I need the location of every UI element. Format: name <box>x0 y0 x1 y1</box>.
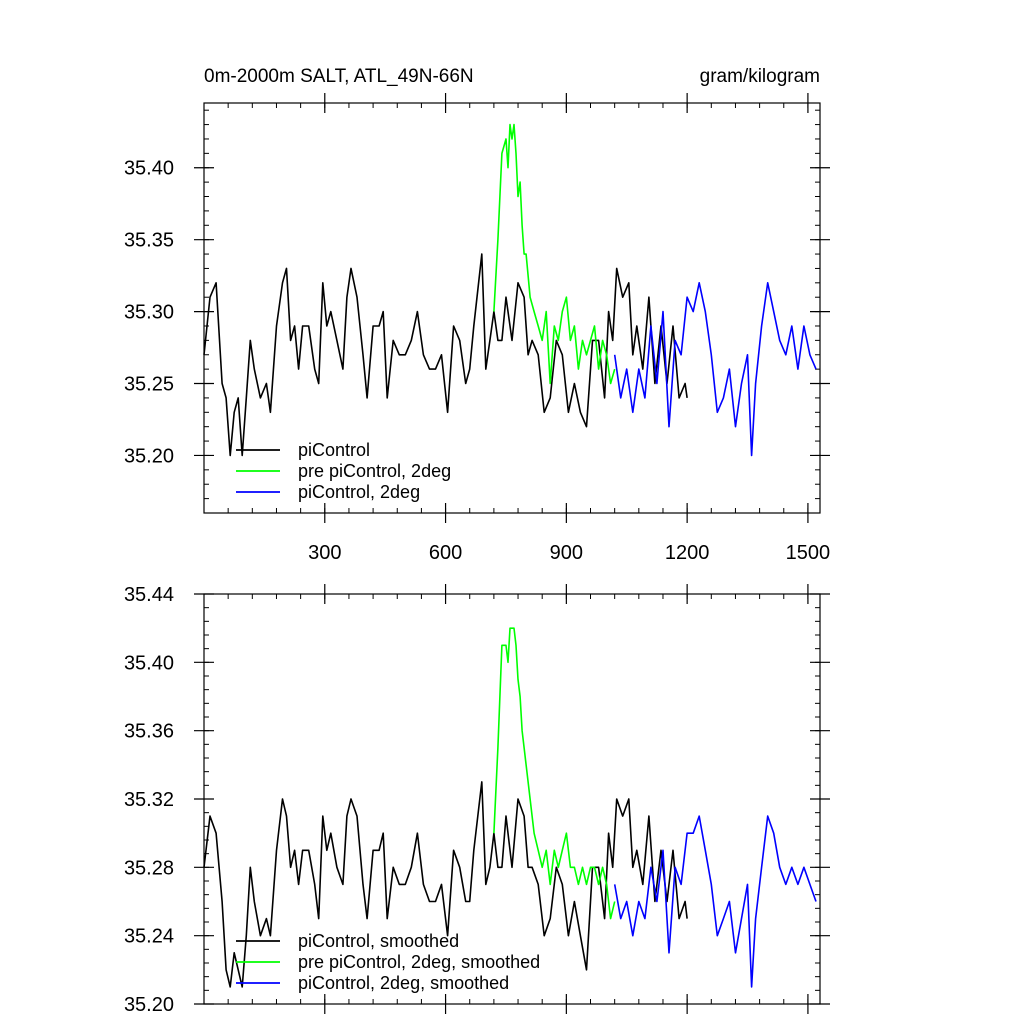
y-tick-label: 35.36 <box>124 721 174 743</box>
y-tick-label: 35.35 <box>124 230 174 252</box>
top-panel: 0m-2000m SALT, ATL_49N-66N gram/kilogram… <box>124 66 830 564</box>
x-tick-label: 1500 <box>786 542 831 564</box>
y-tick-label: 35.30 <box>124 302 174 324</box>
y-tick-label: 35.25 <box>124 374 174 396</box>
top-title-right: gram/kilogram <box>700 66 820 87</box>
x-tick-label: 900 <box>550 542 583 564</box>
y-tick-label: 35.28 <box>124 857 174 879</box>
legend-label: piControl, 2deg, smoothed <box>298 973 509 993</box>
x-tick-label: 300 <box>308 542 341 564</box>
x-tick-label: 600 <box>429 542 462 564</box>
series-line-picontrol-smoothed <box>203 781 688 988</box>
bottom-panel: 35.20 35.24 35.28 35.32 35.36 35.40 35.44 piCo… <box>124 584 830 1016</box>
legend-label: piControl <box>298 440 370 460</box>
x-tick-label: 1200 <box>665 542 710 564</box>
y-tick-label: 35.32 <box>124 789 174 811</box>
y-tick-label: 35.44 <box>124 584 174 606</box>
legend-label: piControl, smoothed <box>298 931 459 951</box>
plot-frame <box>203 102 821 514</box>
series-line-pre-picontrol-2deg-smoothed <box>493 627 616 920</box>
bottom-plot-area: 35.20 35.24 35.28 35.32 35.36 35.40 35.44 <box>124 584 830 1016</box>
top-title-left: 0m-2000m SALT, ATL_49N-66N <box>204 66 474 87</box>
y-tick-label: 35.40 <box>124 158 174 180</box>
y-tick-label: 35.40 <box>124 652 174 674</box>
legend-label: pre piControl, 2deg <box>298 461 451 481</box>
y-tick-label: 35.20 <box>124 445 174 467</box>
legend-label: piControl, 2deg <box>298 482 420 502</box>
y-tick-label: 35.20 <box>124 994 174 1016</box>
series-line-picontrol-2deg-smoothed <box>613 815 817 988</box>
series-line-picontrol-2deg <box>613 281 817 457</box>
top-plot-area: 300 600 900 1200 1500 35.20 35.25 35.30 35.35 35.… <box>124 93 830 564</box>
y-tick-label: 35.24 <box>124 926 174 948</box>
legend-label: pre piControl, 2deg, smoothed <box>298 952 540 972</box>
series-line-pre-picontrol-2deg <box>493 123 616 385</box>
